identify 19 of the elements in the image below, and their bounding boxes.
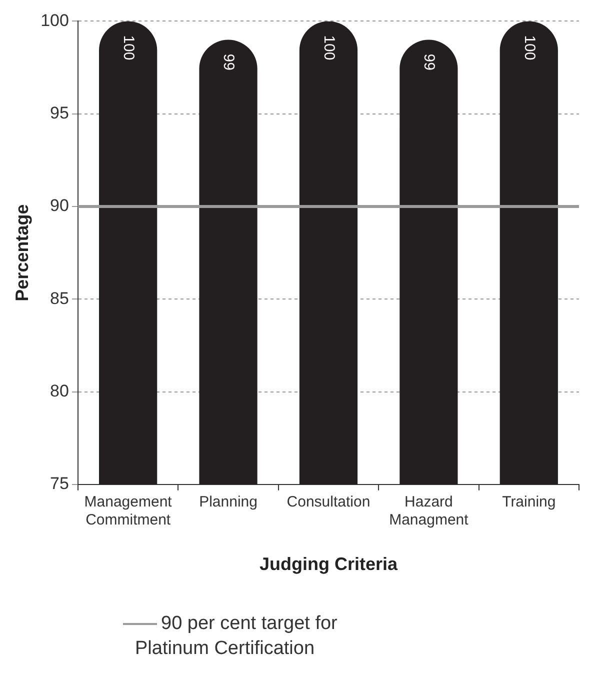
y-axis-title: Percentage bbox=[12, 204, 32, 302]
data-label: 100 bbox=[320, 35, 338, 60]
data-label: 99 bbox=[220, 54, 238, 70]
y-tick-label: 100 bbox=[40, 10, 69, 30]
x-tick-label: Training bbox=[502, 494, 556, 511]
legend-label: 90 per cent target for Platinum Certification bbox=[135, 613, 338, 660]
data-label: 99 bbox=[420, 54, 438, 70]
x-axis-title: Judging Criteria bbox=[259, 554, 398, 574]
x-tick-label: Management Commitment bbox=[84, 494, 173, 529]
x-tick-label: Consultation bbox=[286, 494, 370, 511]
data-label: 100 bbox=[520, 35, 538, 60]
x-tick-label: Planning bbox=[199, 494, 258, 511]
y-tick-label: 85 bbox=[50, 288, 69, 308]
data-label: 100 bbox=[120, 35, 137, 60]
y-tick-label: 90 bbox=[50, 196, 69, 216]
y-tick-label: 95 bbox=[50, 104, 69, 123]
y-tick-label: 80 bbox=[50, 381, 69, 400]
x-tick-label: Hazard Managment bbox=[389, 494, 470, 529]
y-tick-label: 75 bbox=[50, 474, 69, 494]
